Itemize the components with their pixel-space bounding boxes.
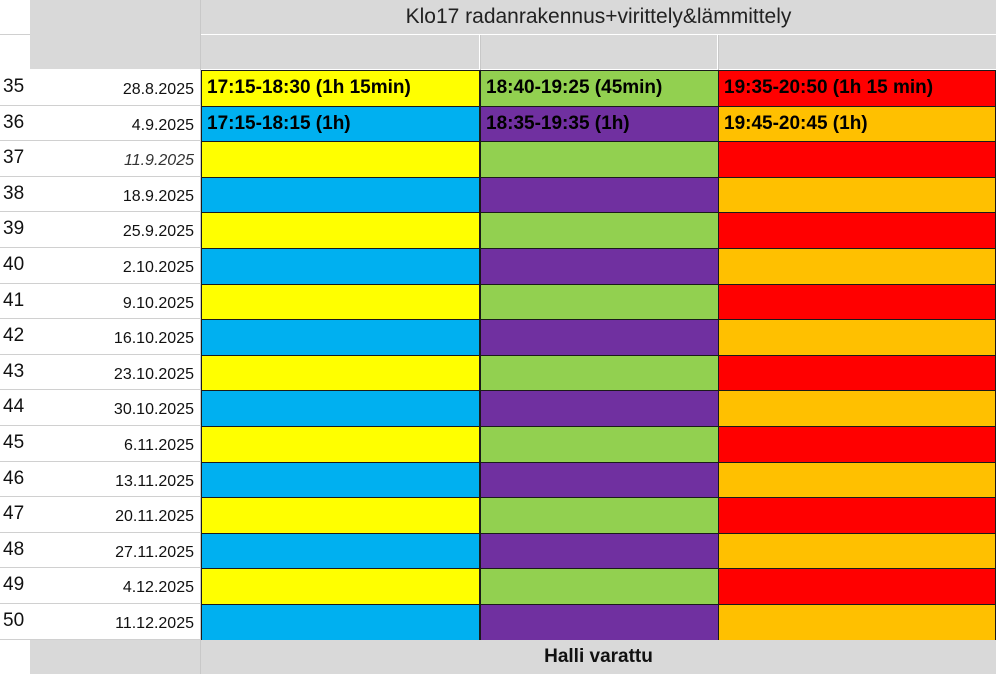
time-slot-cell-2[interactable] — [480, 176, 719, 214]
gridline — [200, 0, 201, 70]
time-slot-cell-1[interactable] — [201, 426, 480, 463]
time-slot-cell-1[interactable] — [201, 176, 480, 214]
header-week-blank[interactable] — [0, 34, 30, 69]
time-slot-cell-3[interactable] — [718, 212, 996, 249]
week-number-cell[interactable]: 42 — [0, 319, 30, 355]
time-slot-cell-2[interactable] — [480, 283, 719, 321]
time-slot-cell-2[interactable] — [480, 461, 719, 499]
time-slot-cell-3[interactable] — [718, 604, 996, 641]
time-slot-cell-2[interactable] — [480, 354, 719, 392]
gridline — [480, 35, 481, 70]
date-cell[interactable]: 13.11.2025 — [30, 461, 201, 498]
time-slot-cell-2[interactable] — [480, 532, 719, 570]
time-slot-cell-1[interactable]: 17:15-18:30 (1h 15min) — [201, 70, 480, 107]
subheader-cell-3[interactable] — [719, 35, 996, 69]
date-cell[interactable]: 18.9.2025 — [30, 176, 201, 213]
time-slot-cell-3[interactable] — [718, 248, 996, 285]
date-cell[interactable]: 4.9.2025 — [30, 105, 201, 142]
time-slot-cell-2[interactable] — [480, 497, 719, 534]
time-slot-cell-3[interactable] — [718, 176, 996, 214]
date-cell[interactable]: 23.10.2025 — [30, 354, 201, 391]
time-slot-cell-2[interactable] — [480, 568, 719, 605]
time-slot-cell-1[interactable] — [201, 354, 480, 392]
time-slot-cell-1[interactable] — [201, 319, 480, 356]
time-slot-cell-3[interactable] — [718, 390, 996, 427]
week-number-cell[interactable]: 49 — [0, 568, 30, 604]
gridline — [200, 640, 201, 674]
date-cell[interactable]: 11.9.2025 — [30, 141, 201, 177]
time-slot-cell-2[interactable]: 18:35-19:35 (1h) — [480, 105, 719, 143]
week-number-cell[interactable]: 43 — [0, 355, 30, 391]
date-cell[interactable]: 11.12.2025 — [30, 604, 201, 640]
week-number-cell[interactable]: 37 — [0, 141, 30, 177]
time-slot-cell-1[interactable] — [201, 283, 480, 321]
time-slot-cell-3[interactable]: 19:35-20:50 (1h 15 min) — [718, 70, 996, 107]
date-cell[interactable]: 20.11.2025 — [30, 497, 201, 533]
week-number-cell[interactable]: 35 — [0, 70, 30, 106]
time-slot-cell-3[interactable] — [718, 426, 996, 463]
hall-reserved-label[interactable]: Halli varattu — [201, 640, 996, 674]
time-slot-cell-2[interactable]: 18:40-19:25 (45min) — [480, 70, 719, 107]
week-number-cell[interactable]: 44 — [0, 390, 30, 426]
date-cell[interactable]: 4.12.2025 — [30, 568, 201, 604]
subheader-cell-2[interactable] — [481, 35, 717, 69]
date-cell[interactable]: 16.10.2025 — [30, 319, 201, 355]
week-number-cell[interactable]: 38 — [0, 177, 30, 213]
time-slot-cell-3[interactable]: 19:45-20:45 (1h) — [718, 105, 996, 143]
time-slot-cell-1[interactable] — [201, 212, 480, 249]
schedule-title[interactable]: Klo17 radanrakennus+virittely&lämmittely — [201, 0, 996, 34]
time-slot-cell-2[interactable] — [480, 604, 719, 641]
week-number-cell[interactable]: 45 — [0, 426, 30, 462]
time-slot-cell-1[interactable] — [201, 497, 480, 534]
date-cell[interactable]: 25.9.2025 — [30, 212, 201, 248]
week-number-cell[interactable]: 40 — [0, 248, 30, 284]
date-cell[interactable]: 2.10.2025 — [30, 248, 201, 284]
date-cell[interactable]: 30.10.2025 — [30, 390, 201, 426]
time-slot-cell-1[interactable]: 17:15-18:15 (1h) — [201, 105, 480, 143]
time-slot-cell-3[interactable] — [718, 141, 996, 178]
time-slot-cell-3[interactable] — [718, 497, 996, 534]
time-slot-cell-2[interactable] — [480, 390, 719, 427]
time-slot-cell-3[interactable] — [718, 283, 996, 321]
footer-left-cell[interactable] — [30, 640, 200, 674]
time-slot-cell-3[interactable] — [718, 319, 996, 356]
time-slot-cell-1[interactable] — [201, 141, 480, 178]
time-slot-cell-3[interactable] — [718, 568, 996, 605]
date-cell[interactable]: 28.8.2025 — [30, 70, 201, 106]
date-cell[interactable]: 27.11.2025 — [30, 532, 201, 569]
time-slot-cell-1[interactable] — [201, 532, 480, 570]
time-slot-cell-3[interactable] — [718, 532, 996, 570]
date-cell[interactable]: 6.11.2025 — [30, 426, 201, 462]
time-slot-cell-1[interactable] — [201, 461, 480, 499]
week-number-cell[interactable]: 36 — [0, 106, 30, 142]
time-slot-cell-2[interactable] — [480, 141, 719, 178]
time-slot-cell-2[interactable] — [480, 319, 719, 356]
week-number-cell[interactable]: 48 — [0, 533, 30, 569]
week-number-cell[interactable]: 50 — [0, 604, 30, 640]
week-number-cell[interactable]: 46 — [0, 462, 30, 498]
time-slot-cell-1[interactable] — [201, 248, 480, 285]
subheader-cell-1[interactable] — [201, 35, 479, 69]
time-slot-cell-1[interactable] — [201, 390, 480, 427]
time-slot-cell-3[interactable] — [718, 461, 996, 499]
week-number-cell[interactable]: 41 — [0, 284, 30, 320]
date-cell[interactable]: 9.10.2025 — [30, 283, 201, 320]
time-slot-cell-1[interactable] — [201, 568, 480, 605]
time-slot-cell-3[interactable] — [718, 354, 996, 392]
week-number-cell[interactable]: 39 — [0, 212, 30, 248]
gridline — [718, 35, 719, 70]
header-corner-cell[interactable] — [30, 0, 200, 69]
time-slot-cell-2[interactable] — [480, 426, 719, 463]
week-number-cell[interactable]: 47 — [0, 497, 30, 533]
time-slot-cell-2[interactable] — [480, 248, 719, 285]
time-slot-cell-2[interactable] — [480, 212, 719, 249]
time-slot-cell-1[interactable] — [201, 604, 480, 641]
